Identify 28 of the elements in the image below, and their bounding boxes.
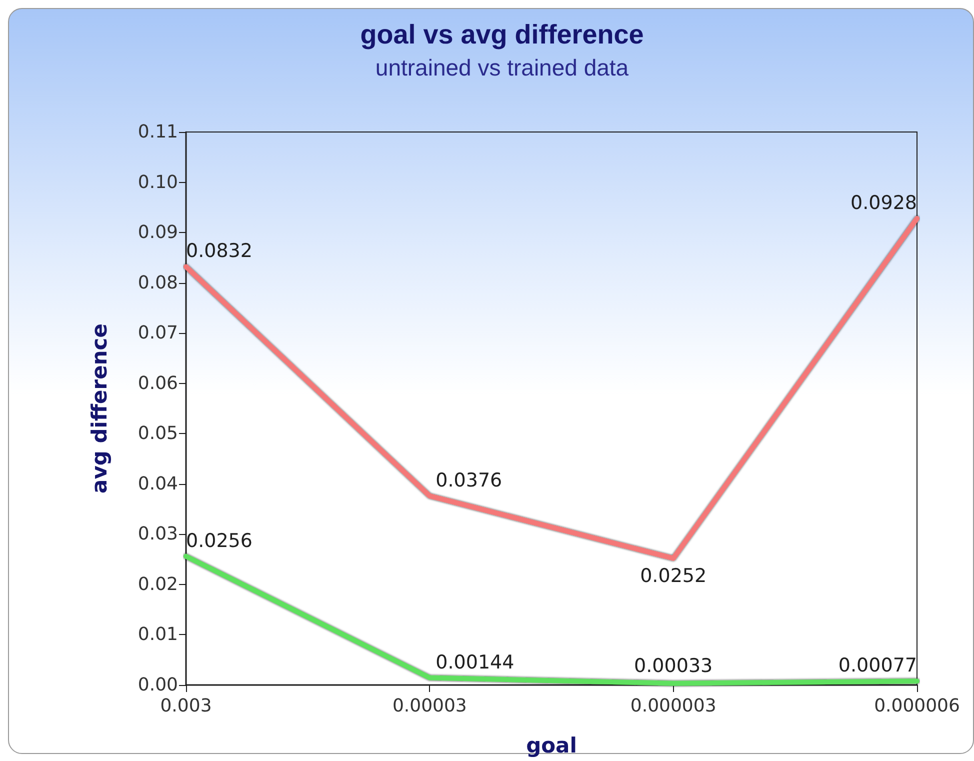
y-tick-label: 0.10	[138, 172, 178, 193]
x-tick-label: 0.00003	[392, 696, 467, 716]
y-tick-label: 0.06	[138, 372, 178, 394]
y-tick-label: 0.04	[138, 473, 178, 494]
chart-title: goal vs avg difference	[360, 20, 644, 50]
x-axis-title: goal	[526, 734, 577, 758]
chart-subtitle: untrained vs trained data	[375, 54, 629, 80]
y-axis-title: avg difference	[88, 324, 112, 494]
y-tick-label: 0.07	[138, 322, 178, 344]
x-tick-label: 0.000003	[630, 696, 716, 716]
y-tick-label: 0.09	[138, 222, 178, 244]
data-label: 0.00077	[838, 654, 917, 677]
y-tick-label: 0.03	[138, 524, 178, 545]
data-label: 0.00144	[436, 651, 514, 674]
y-tick-label: 0.00	[138, 674, 178, 696]
data-label: 0.0256	[186, 530, 252, 552]
data-label: 0.0376	[436, 469, 502, 492]
data-label: 0.0252	[640, 564, 707, 587]
y-tick-label: 0.05	[138, 423, 178, 444]
data-label: 0.0928	[850, 192, 917, 214]
y-tick-label: 0.02	[138, 574, 178, 595]
y-tick-label: 0.01	[138, 624, 178, 646]
y-tick-label: 0.08	[138, 272, 178, 294]
data-label: 0.00033	[634, 654, 713, 677]
y-tick-label: 0.11	[138, 122, 178, 142]
data-label: 0.0832	[186, 240, 252, 262]
x-tick-label: 0.000006	[874, 696, 960, 716]
x-tick-label: 0.003	[160, 696, 212, 716]
